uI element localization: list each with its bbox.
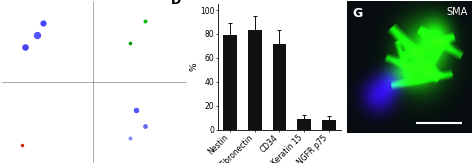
Text: SMA: SMA — [447, 7, 468, 17]
Bar — [273, 44, 286, 130]
Text: Nestin: Nestin — [158, 5, 183, 14]
Bar — [322, 120, 336, 130]
Text: C: C — [5, 3, 14, 16]
Bar — [297, 119, 311, 130]
Y-axis label: %: % — [190, 63, 199, 71]
Point — [18, 143, 26, 146]
Text: Merge: Merge — [159, 86, 183, 95]
Point — [126, 137, 133, 139]
Point — [132, 109, 140, 111]
Point — [21, 46, 29, 49]
Point — [141, 20, 149, 22]
Point — [39, 22, 47, 25]
Text: Keratin 15: Keratin 15 — [51, 86, 90, 95]
Text: D: D — [171, 0, 181, 7]
Text: G: G — [352, 7, 363, 20]
Point — [33, 33, 40, 36]
Text: DAPI: DAPI — [72, 5, 90, 14]
Point — [126, 41, 133, 44]
Bar — [248, 30, 262, 130]
Point — [141, 125, 149, 127]
Bar — [223, 35, 237, 130]
